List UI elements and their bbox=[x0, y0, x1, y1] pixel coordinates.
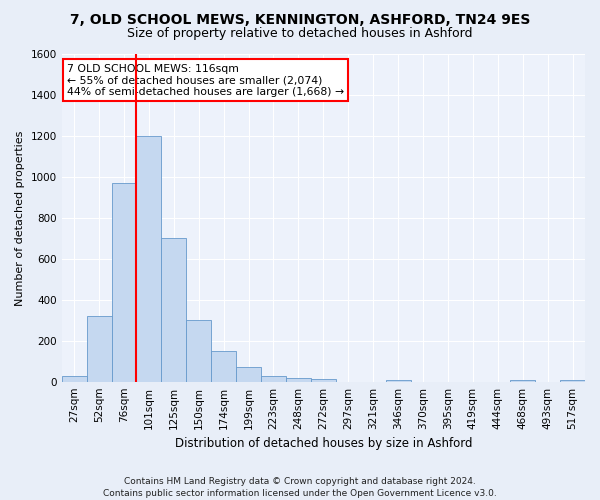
Bar bbox=[86, 316, 112, 382]
Bar bbox=[161, 238, 186, 382]
Bar bbox=[286, 378, 311, 382]
Bar bbox=[186, 320, 211, 382]
Bar bbox=[261, 376, 286, 382]
Text: 7, OLD SCHOOL MEWS, KENNINGTON, ASHFORD, TN24 9ES: 7, OLD SCHOOL MEWS, KENNINGTON, ASHFORD,… bbox=[70, 12, 530, 26]
Bar bbox=[386, 380, 410, 382]
Bar bbox=[560, 380, 585, 382]
Bar bbox=[112, 183, 136, 382]
Text: 7 OLD SCHOOL MEWS: 116sqm
← 55% of detached houses are smaller (2,074)
44% of se: 7 OLD SCHOOL MEWS: 116sqm ← 55% of detac… bbox=[67, 64, 344, 97]
Bar bbox=[136, 136, 161, 382]
Bar bbox=[510, 380, 535, 382]
Bar bbox=[211, 351, 236, 382]
Y-axis label: Number of detached properties: Number of detached properties bbox=[15, 130, 25, 306]
Text: Contains HM Land Registry data © Crown copyright and database right 2024.
Contai: Contains HM Land Registry data © Crown c… bbox=[103, 476, 497, 498]
Text: Size of property relative to detached houses in Ashford: Size of property relative to detached ho… bbox=[127, 28, 473, 40]
Bar bbox=[62, 376, 86, 382]
Bar bbox=[311, 378, 336, 382]
X-axis label: Distribution of detached houses by size in Ashford: Distribution of detached houses by size … bbox=[175, 437, 472, 450]
Bar bbox=[236, 368, 261, 382]
